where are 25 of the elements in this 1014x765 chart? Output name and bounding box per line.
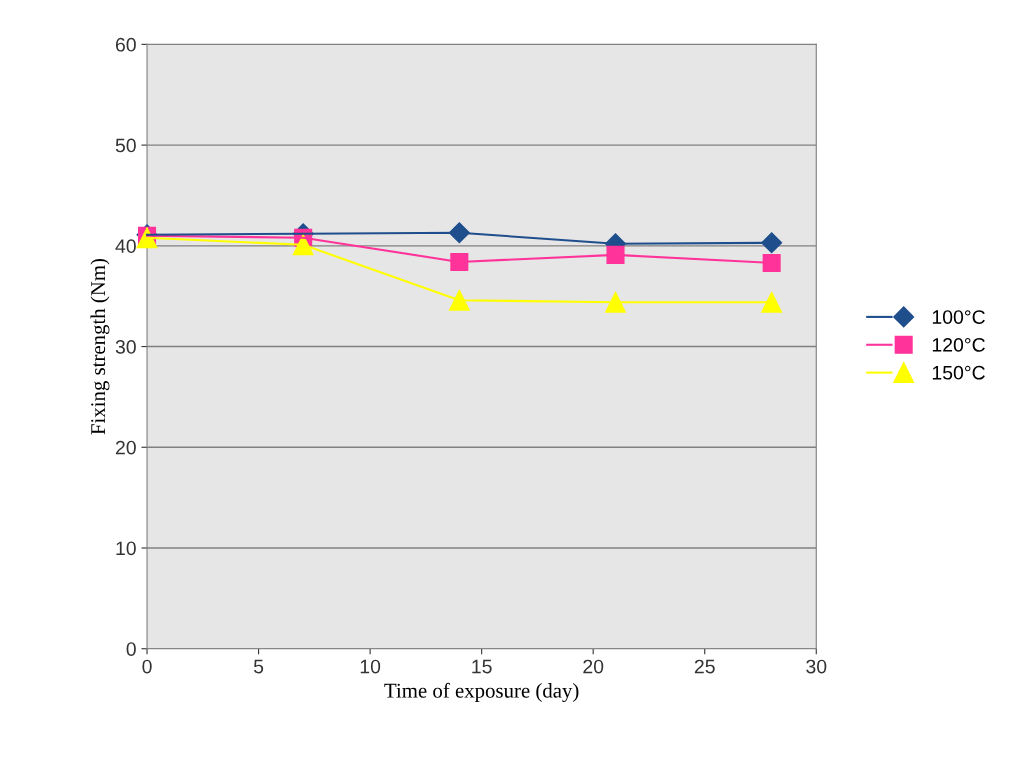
point [761,232,783,254]
legend-label: 100°C [932,310,985,324]
x-tick-label: 25 [694,659,715,674]
x-tick-label: 30 [806,659,827,674]
x-tick-label: 0 [142,659,152,674]
point [605,291,626,313]
y-tick-label: 0 [126,642,136,656]
point [762,253,781,272]
y-tick-label: 30 [115,340,136,354]
point [448,289,470,311]
y-tick-label: 10 [116,541,136,556]
y-tick-label: 60 [115,37,136,52]
x-tick-label: 10 [360,659,381,674]
point [761,291,783,313]
point [606,245,625,264]
legend-label: 120°C [932,338,985,352]
x-tick-label: 5 [253,659,264,674]
y-axis-title: Fixing strength (Nm) [90,258,110,435]
x-tick-label: 20 [583,659,604,674]
y-tick-label: 40 [115,239,136,254]
x-tick-label: 15 [472,659,492,674]
y-tick-label: 20 [115,440,136,455]
legend-label: 150°C [932,365,985,380]
y-tick-label: 50 [115,138,136,153]
x-axis-title: Time of exposure (day) [384,682,579,702]
